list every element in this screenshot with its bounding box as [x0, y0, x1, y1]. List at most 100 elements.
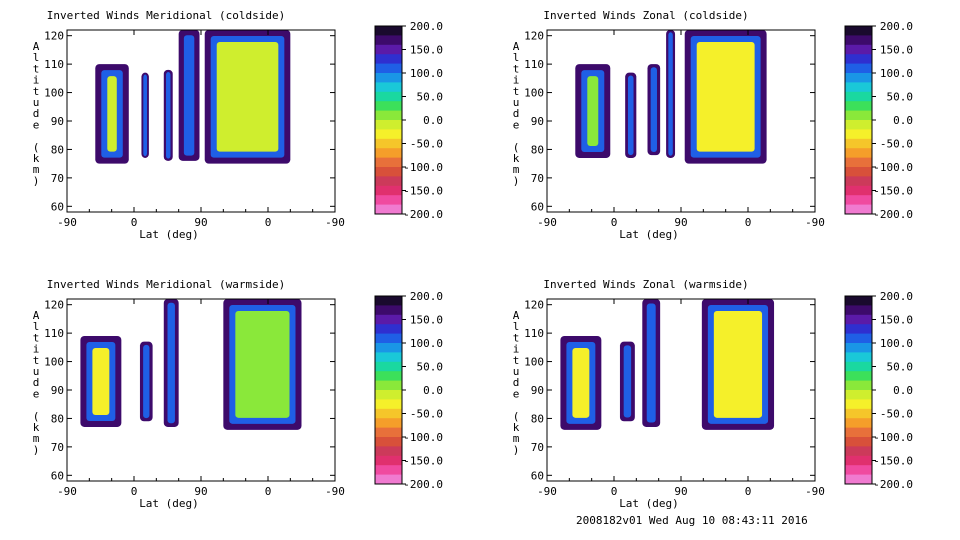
y-tick-label: 120: [524, 30, 544, 43]
y-tick-label: 70: [51, 441, 64, 454]
colorbar-swatch: [375, 380, 402, 391]
y-tick-label: 90: [531, 384, 544, 397]
colorbar-swatch: [375, 129, 402, 140]
x-tick-label: -90: [325, 485, 345, 498]
x-tick-label: -90: [57, 216, 77, 229]
colorbar-tick-label: -100.0: [403, 161, 443, 174]
colorbar-swatch: [845, 446, 872, 457]
contour-region: [204, 30, 291, 164]
contour-band: [183, 35, 195, 156]
y-tick-label: 90: [51, 115, 64, 128]
colorbar-tick-label: 200.0: [880, 20, 913, 33]
y-tick-label: 100: [44, 87, 64, 100]
y-tick-label: 110: [524, 58, 544, 71]
colorbar-swatch: [845, 91, 872, 102]
colorbar-tick-label: 150.0: [880, 314, 913, 327]
contour-band: [143, 344, 150, 419]
colorbar-swatch: [845, 176, 872, 187]
y-tick-label: 70: [531, 172, 544, 185]
colorbar-tick-label: -150.0: [403, 455, 443, 468]
colorbar-swatch: [845, 63, 872, 74]
chart-panel-4: -90 0 90 0 -90 60 70 80 90 100 110 120 Inverted Wind…: [513, 278, 825, 510]
contour-core: [92, 347, 110, 415]
x-axis-label: Lat (deg): [139, 497, 199, 510]
colorbar-tick-label: -200.0: [873, 208, 913, 221]
colorbar-swatch: [845, 110, 872, 121]
contour-band: [650, 67, 657, 152]
colorbar-swatch: [845, 324, 872, 335]
colorbar-tick-label: -150.0: [873, 455, 913, 468]
colorbar-swatch: [845, 185, 872, 196]
colorbar-swatch: [845, 305, 872, 316]
colorbar-swatch: [845, 427, 872, 438]
y-tick-label: 90: [51, 384, 64, 397]
colorbar-swatch: [375, 361, 402, 372]
colorbar-2: 200.0 150.0 100.0 50.0 0.0 -50.0 -100.0 -150.0 -…: [844, 20, 913, 221]
colorbar-tick-label: -150.0: [403, 185, 443, 198]
x-tick-label: 0: [745, 216, 752, 229]
contour-band: [166, 72, 171, 159]
contour-region: [178, 30, 200, 161]
y-tick-label: 60: [51, 469, 64, 482]
colorbar-swatch: [375, 427, 402, 438]
x-axis-label: Lat (deg): [619, 497, 679, 510]
y-tick-label: 60: [531, 200, 544, 213]
colorbar-swatch: [845, 314, 872, 325]
colorbar-swatch: [845, 455, 872, 466]
colorbar-swatch: [845, 408, 872, 419]
colorbar-tick-label: -100.0: [873, 431, 913, 444]
colorbar-tick-label: -50.0: [880, 408, 913, 421]
contour-region: [647, 64, 661, 156]
contour-region: [163, 69, 173, 161]
colorbar-tick-label: 0.0: [893, 384, 913, 397]
colorbar-tick-label: 50.0: [417, 91, 444, 104]
x-tick-label: 0: [611, 485, 618, 498]
contour-band: [627, 75, 634, 156]
y-tick-label: 100: [524, 356, 544, 369]
colorbar-swatch: [845, 26, 872, 36]
y-tick-label: 80: [51, 412, 64, 425]
contour-region: [625, 72, 637, 158]
colorbar-swatch: [845, 361, 872, 372]
colorbar-swatch: [845, 465, 872, 476]
colorbar-swatch: [845, 474, 872, 485]
y-tick-label: 80: [531, 143, 544, 156]
colorbar-swatch: [845, 343, 872, 353]
colorbar-swatch: [375, 352, 402, 363]
colorbar-swatch: [375, 333, 402, 344]
colorbar-tick-label: 50.0: [887, 361, 914, 374]
x-axis-label: Lat (deg): [139, 228, 199, 241]
colorbar-swatch: [845, 73, 872, 83]
colorbar-swatch: [375, 399, 402, 410]
colorbar-tick-label: -200.0: [873, 478, 913, 491]
colorbar-tick-label: 0.0: [423, 384, 443, 397]
colorbar-swatch: [375, 54, 402, 65]
x-tick-label: 0: [265, 485, 272, 498]
colorbar-swatch: [845, 371, 872, 382]
y-tick-label: 110: [44, 58, 64, 71]
x-tick-label: 90: [194, 216, 207, 229]
colorbar-swatch: [845, 195, 872, 206]
contour-region: [223, 299, 302, 430]
contour-core: [216, 42, 279, 152]
colorbar-tick-label: 150.0: [880, 44, 913, 57]
x-tick-label: 90: [674, 216, 687, 229]
colorbar-swatch: [845, 390, 872, 400]
colorbar-swatch: [375, 343, 402, 353]
contour-band: [668, 32, 673, 156]
contour-region: [139, 341, 153, 422]
chart-panel-3: -90 0 90 0 -90 60 70 80 90 100 110 120 Inverted Wind…: [33, 278, 345, 510]
x-tick-label: -90: [537, 485, 557, 498]
x-tick-label: -90: [805, 216, 825, 229]
y-tick-label: 120: [44, 30, 64, 43]
colorbar-tick-label: -50.0: [880, 138, 913, 151]
colorbar-swatch: [845, 35, 872, 46]
colorbar-tick-label: 100.0: [410, 67, 443, 80]
contour-region: [575, 64, 611, 158]
contour-region: [684, 30, 767, 164]
colorbar-tick-label: 50.0: [417, 361, 444, 374]
